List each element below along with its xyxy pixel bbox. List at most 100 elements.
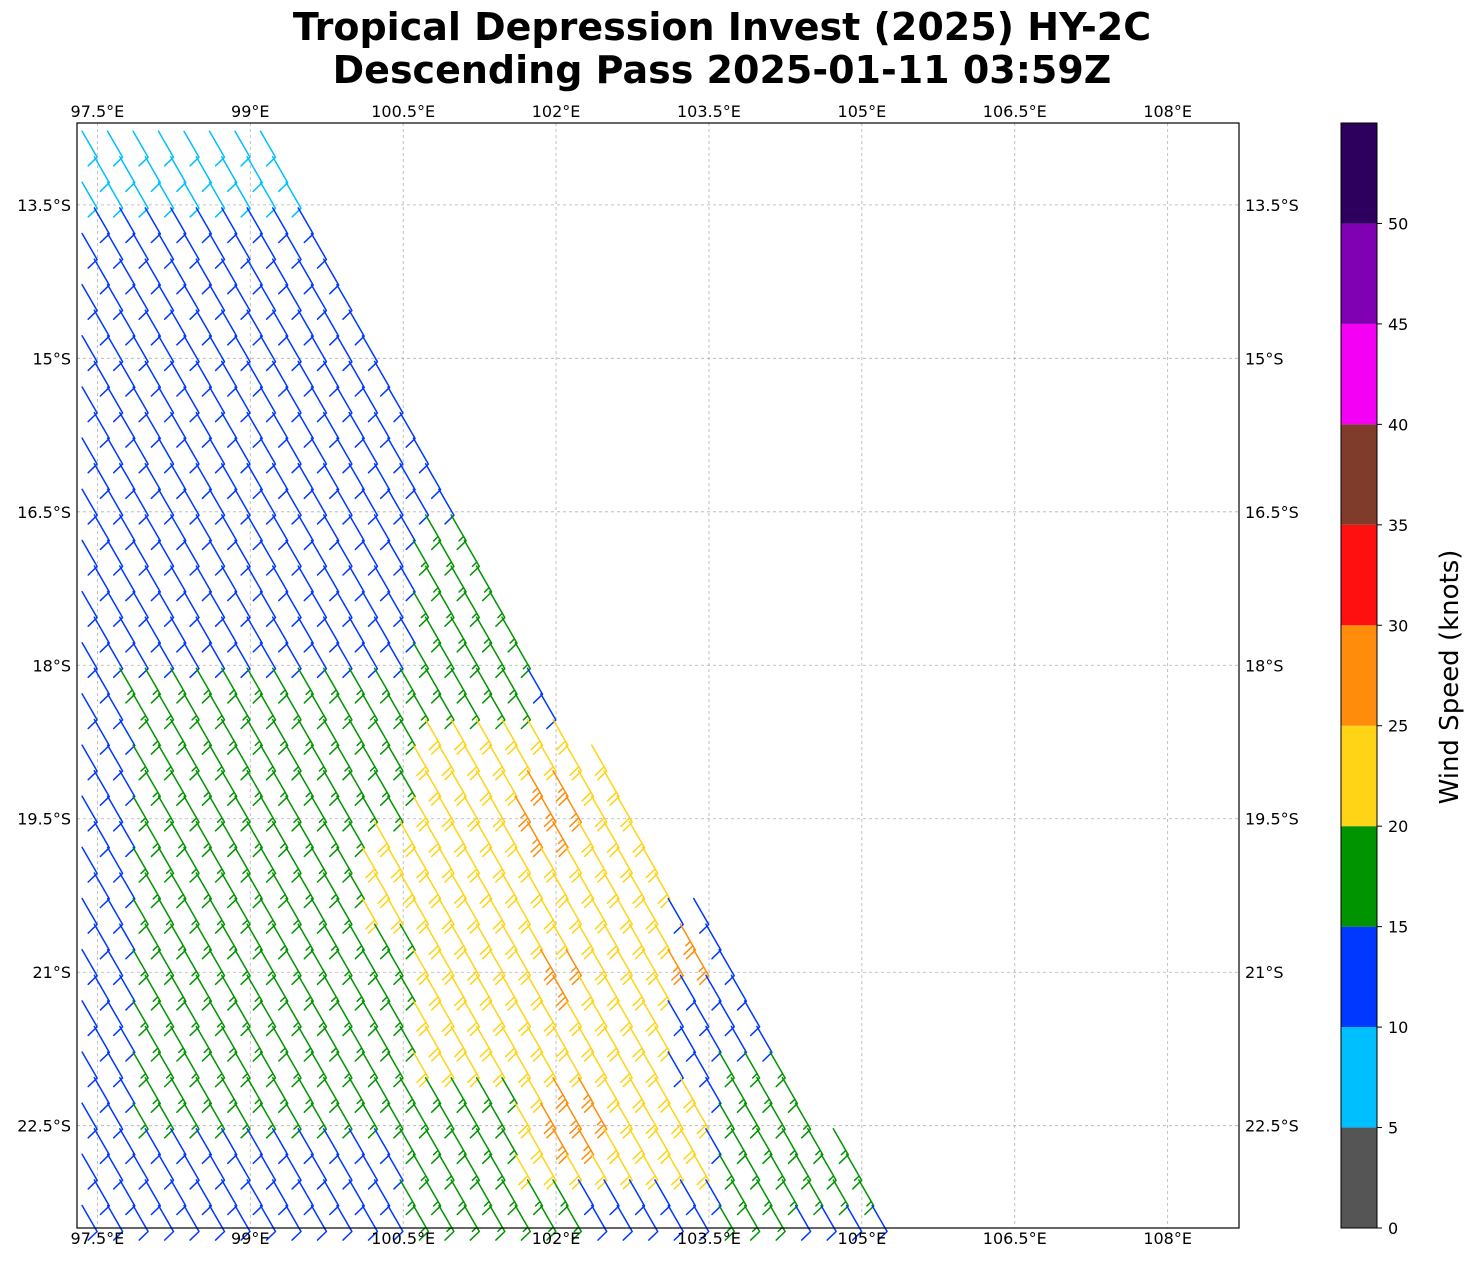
wind-barb: [679, 1076, 697, 1113]
wind-barb: [450, 616, 467, 653]
wind-barb: [590, 1204, 608, 1241]
wind-barb: [81, 1051, 98, 1088]
wind-barb: [322, 1025, 340, 1062]
wind-barb: [438, 1000, 455, 1037]
wind-barb: [616, 1153, 633, 1190]
wind-barb: [246, 411, 263, 448]
wind-barb: [526, 1025, 544, 1062]
wind-barb: [170, 565, 187, 602]
wind-barb: [373, 1128, 391, 1165]
wind-barb: [93, 156, 111, 193]
wind-barb: [373, 923, 391, 960]
wind-barb: [81, 386, 98, 423]
wind-barb: [310, 1153, 328, 1190]
wind-barb: [170, 258, 187, 295]
wind-barb: [132, 1204, 149, 1241]
wind-barb: [438, 846, 455, 883]
wind-barb: [361, 437, 379, 474]
wind-barb: [246, 974, 263, 1011]
wind-barb: [387, 642, 404, 679]
wind-barb: [157, 693, 175, 730]
wind-barb: [81, 488, 98, 525]
wind-barb: [183, 232, 200, 269]
wind-barb: [106, 744, 124, 781]
wind-barb: [845, 1153, 863, 1190]
wind-barb: [195, 411, 213, 448]
wind-barb: [106, 1102, 124, 1139]
wind-barb: [183, 283, 200, 320]
wind-barb: [336, 283, 353, 320]
wind-barb: [692, 897, 710, 934]
wind-barb: [271, 616, 289, 653]
wind-barb: [336, 1051, 353, 1088]
wind-barb: [322, 258, 340, 295]
wind-barb: [718, 1051, 735, 1088]
wind-barb: [540, 795, 557, 832]
wind-barb: [373, 411, 391, 448]
wind-barb: [501, 616, 518, 653]
wind-barb: [424, 769, 442, 806]
wind-barb: [577, 1076, 595, 1113]
wind-barb: [361, 795, 379, 832]
wind-barb: [106, 232, 124, 269]
wind-barb: [271, 821, 289, 858]
wind-barb: [132, 181, 149, 218]
wind-barb: [438, 642, 455, 679]
wind-barb: [475, 718, 493, 755]
wind-barb: [234, 283, 251, 320]
wind-barb: [119, 411, 136, 448]
wind-barb: [195, 1128, 213, 1165]
wind-barb: [246, 309, 263, 346]
wind-barb: [424, 821, 442, 858]
wind-barb: [348, 616, 365, 653]
wind-barb: [297, 718, 314, 755]
wind-barb: [781, 1076, 799, 1113]
wind-barb: [157, 1153, 175, 1190]
wind-barb: [373, 462, 391, 500]
wind-barb: [424, 616, 442, 653]
wind-barb: [220, 769, 238, 806]
y-tick-label-right: 16.5°S: [1245, 503, 1299, 522]
colorbar-bin: [1341, 524, 1377, 626]
wind-barb: [616, 1204, 633, 1241]
wind-barb: [540, 1000, 557, 1037]
wind-barb: [348, 309, 365, 346]
wind-barb: [336, 488, 353, 525]
wind-barb: [234, 437, 251, 474]
wind-barb: [195, 769, 213, 806]
wind-barb: [450, 1025, 467, 1062]
wind-barb: [781, 1128, 799, 1165]
wind-barb: [310, 897, 328, 934]
wind-barb: [93, 565, 111, 602]
wind-barb: [208, 846, 226, 883]
wind-barb: [412, 897, 430, 934]
wind-barb: [119, 360, 136, 397]
wind-barb: [144, 923, 162, 960]
wind-barb: [170, 1076, 187, 1113]
wind-barb: [234, 130, 251, 167]
wind-barb: [157, 181, 175, 218]
wind-barb: [271, 1128, 289, 1165]
wind-barb: [489, 795, 506, 832]
wind-barb: [769, 1153, 786, 1190]
wind-barb: [157, 795, 175, 832]
wind-barb: [718, 1153, 735, 1190]
wind-barb: [616, 948, 633, 986]
wind-barb: [297, 769, 314, 806]
wind-barb: [310, 846, 328, 883]
wind-barb: [195, 1076, 213, 1113]
wind-barb: [424, 872, 442, 909]
wind-barb: [769, 1204, 786, 1241]
wind-barb: [501, 1179, 518, 1216]
wind-barb: [832, 1128, 850, 1165]
x-tick-label-bottom: 103.5°E: [677, 1229, 741, 1248]
wind-barb: [501, 1076, 518, 1113]
wind-barb: [399, 923, 416, 960]
wind-barb: [220, 667, 238, 704]
wind-barb: [81, 1153, 98, 1190]
wind-barb: [475, 616, 493, 653]
wind-barb: [361, 1000, 379, 1037]
wind-barb: [183, 642, 200, 679]
wind-barb: [208, 335, 226, 372]
wind-barb: [641, 948, 659, 986]
